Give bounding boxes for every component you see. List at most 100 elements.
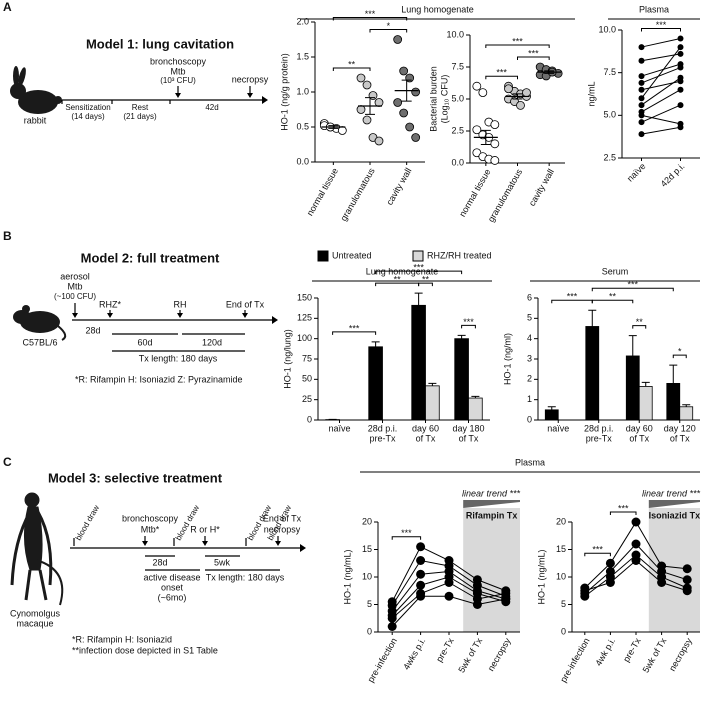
data-point: [405, 122, 415, 132]
y-tick-label: 150: [297, 292, 312, 302]
data-point: [677, 44, 684, 51]
shade-label: Rifampin Tx: [466, 510, 518, 520]
significance-bracket: [609, 511, 637, 515]
significance-bracket: [332, 17, 408, 21]
data-point: [393, 35, 403, 44]
y-tick-label: 5.0: [451, 93, 464, 103]
significance-label: **: [636, 317, 644, 327]
data-point: [605, 558, 615, 568]
data-point: [393, 98, 403, 107]
error-bar: [547, 406, 556, 410]
section-header: Lung homogenate: [401, 4, 474, 14]
data-point: [580, 586, 590, 596]
data-point: [522, 88, 531, 97]
y-tick-label: 125: [297, 313, 312, 323]
y-axis-label: HO-1 (ng/lung): [282, 329, 292, 389]
sem-bar: [480, 129, 491, 145]
x-tick-label: day 60: [412, 423, 439, 433]
bar: [666, 382, 681, 421]
significance-bracket: [369, 29, 408, 33]
y-tick-label: 5.0: [603, 110, 616, 120]
animal-label: rabbit: [24, 115, 47, 125]
sem-bar: [401, 79, 412, 102]
shaded-region: [648, 508, 700, 632]
y-tick-label: 5: [527, 313, 532, 323]
error-bar: [641, 381, 650, 387]
timeline-label: aerosol: [60, 271, 90, 281]
y-tick-label: 0: [527, 414, 532, 424]
error-bar: [628, 335, 637, 356]
data-point: [638, 73, 645, 80]
x-tick-label: of Tx: [670, 433, 690, 443]
timeline-label: Tx length: 180 days: [139, 353, 218, 363]
timeline-label: 42d: [205, 103, 218, 112]
footnote: **infection dose depicted in S1 Table: [72, 645, 218, 655]
bar: [368, 346, 383, 421]
significance-bracket: [485, 44, 550, 48]
panel-label: C: [3, 455, 12, 469]
x-tick-label: granulomatous: [338, 166, 377, 223]
y-tick-label: 1.5: [296, 51, 309, 61]
y-tick-label: 1.0: [296, 86, 309, 96]
data-point: [677, 74, 684, 81]
sem-bar: [512, 93, 523, 100]
data-point: [677, 64, 684, 71]
macaque-icon: [10, 492, 64, 606]
y-axis-label: ng/mL: [586, 81, 596, 106]
animal-label: C57BL/6: [22, 337, 57, 347]
x-tick-label: day 60: [626, 423, 653, 433]
timeline-label: (14 days): [71, 112, 105, 121]
data-point: [444, 578, 454, 587]
model-2-diagram: Model 2: full treatment C57BL/6 aerosol …: [13, 250, 278, 384]
sem-bar: [328, 125, 339, 129]
timeline-label: R or H*: [190, 524, 220, 534]
y-tick-label: 2.5: [451, 125, 464, 135]
x-tick-label: 4wks p.i.: [401, 636, 427, 671]
x-tick-label: cavity wall: [384, 166, 413, 207]
x-tick-label: naïve: [328, 423, 350, 433]
data-point: [638, 95, 645, 102]
data-point: [677, 35, 684, 42]
timeline-label: Tx length: 180 days: [206, 572, 285, 582]
data-point: [416, 569, 426, 579]
timeline-label: (~100 CFU): [54, 292, 96, 301]
y-tick-label: 15: [362, 544, 372, 554]
data-point: [472, 81, 482, 91]
timeline-label: Mtb*: [141, 524, 160, 534]
pair-line: [641, 126, 681, 135]
shade-label: Isoniazid Tx: [649, 510, 701, 520]
error-bar: [428, 382, 437, 386]
rabbit-icon: [10, 66, 62, 114]
data-point: [411, 133, 421, 142]
y-axis-label: HO-1 (ng/g protein): [279, 53, 289, 131]
data-point: [490, 156, 500, 165]
data-point: [682, 564, 692, 574]
data-point: [374, 98, 384, 107]
x-tick-label: pre-Tx: [434, 636, 456, 664]
y-tick-label: 2: [527, 374, 532, 384]
significance-label: ***: [656, 20, 667, 30]
data-point: [472, 125, 482, 135]
error-bar: [414, 292, 423, 306]
significance-bracket: [584, 552, 611, 557]
x-tick-label: 28d p.i.: [368, 423, 398, 433]
animal-label: macaque: [16, 618, 53, 628]
pair-line: [641, 67, 681, 84]
data-point: [677, 124, 684, 131]
timeline-label: RHZ*: [99, 299, 121, 309]
data-point: [504, 84, 513, 94]
y-tick-label: 0: [561, 626, 566, 636]
significance-label: **: [422, 274, 430, 284]
significance-label: ***: [592, 545, 603, 555]
sem-bar: [544, 70, 555, 74]
timeline-label: RH: [174, 299, 187, 309]
footnote: *R: Rifampin H: Isoniazid Z: Pyrazinamid…: [75, 374, 243, 384]
pair-line: [641, 114, 681, 125]
significance-label: **: [394, 274, 402, 284]
significance-bracket: [375, 282, 420, 287]
x-tick-label: day 120: [664, 423, 696, 433]
data-point: [356, 105, 366, 114]
y-axis-label: Bacterial burden: [428, 66, 438, 132]
data-point: [631, 556, 641, 565]
